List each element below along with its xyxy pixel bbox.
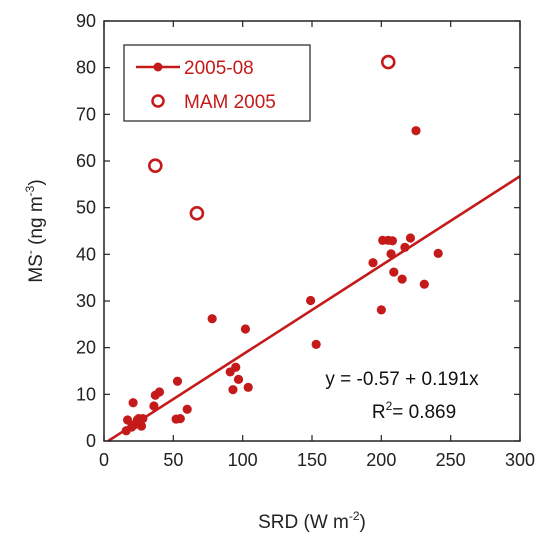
data-point: [240, 324, 251, 334]
data-point: [386, 249, 396, 259]
legend-swatch-open-marker: [151, 94, 165, 108]
data-point: [411, 126, 421, 136]
x-tick-label: 200: [366, 450, 396, 470]
x-tick-label: 0: [99, 450, 109, 470]
data-point: [122, 415, 133, 425]
x-tick-label: 100: [228, 450, 258, 470]
regression-line: [107, 175, 521, 443]
y-tick-label: 60: [76, 151, 96, 171]
data-point: [306, 295, 316, 306]
legend-box: [123, 44, 311, 122]
data-point: [397, 274, 407, 284]
y-tick-label: 80: [76, 58, 96, 78]
fit-r-squared: R2= 0.869: [372, 399, 456, 423]
points-layer: [121, 54, 443, 436]
legend-label-2005-08: 2005-08: [184, 58, 254, 79]
data-point: [419, 279, 429, 289]
data-point: [138, 414, 148, 424]
data-point: [128, 398, 138, 408]
data-point: [405, 233, 416, 243]
y-axis-label: MS- (ng m-3): [23, 179, 47, 282]
data-point: [172, 376, 183, 386]
data-point: [376, 305, 386, 315]
fit-layer: [107, 175, 521, 443]
fit-equation: y = -0.57 + 0.191x: [325, 369, 479, 390]
data-point: [389, 267, 399, 277]
x-tick-label: 150: [297, 450, 327, 470]
legend-swatch-filled-marker: [153, 62, 163, 72]
data-point-open: [380, 54, 396, 70]
data-point-open: [148, 158, 163, 173]
data-point: [243, 382, 253, 392]
y-tick-label: 30: [76, 291, 96, 311]
data-point-open: [189, 205, 205, 221]
data-point: [228, 385, 238, 395]
x-tick-label: 300: [505, 450, 535, 470]
y-tick-label: 40: [76, 244, 96, 264]
data-point: [400, 242, 410, 252]
data-point: [182, 404, 192, 414]
y-tick-label: 70: [76, 104, 96, 124]
plot-frame: [103, 20, 521, 442]
x-tick-label: 250: [436, 450, 466, 470]
x-tick-label: 50: [163, 450, 183, 470]
data-point: [149, 401, 159, 411]
data-point: [311, 339, 321, 349]
data-point: [387, 236, 398, 246]
legend: 2005-08 MAM 2005: [123, 44, 311, 122]
y-tick-label: 0: [86, 431, 96, 451]
x-axis-label: SRD (W m-2): [258, 509, 366, 533]
y-tick-label: 90: [76, 11, 96, 31]
data-point: [175, 414, 185, 424]
data-point: [231, 362, 241, 372]
data-point: [136, 421, 147, 431]
data-point: [233, 374, 244, 384]
tick-labels: 0 50 100 150 200 250 300 0 10 20 30 40 50 60 70 80 90: [76, 11, 535, 470]
data-point: [154, 387, 165, 397]
data-point: [207, 314, 217, 324]
y-tick-label: 10: [76, 384, 96, 404]
data-point: [433, 248, 443, 258]
data-point: [368, 258, 378, 268]
legend-label-mam-2005: MAM 2005: [184, 92, 276, 113]
y-tick-label: 50: [76, 198, 96, 218]
y-tick-label: 20: [76, 338, 96, 358]
